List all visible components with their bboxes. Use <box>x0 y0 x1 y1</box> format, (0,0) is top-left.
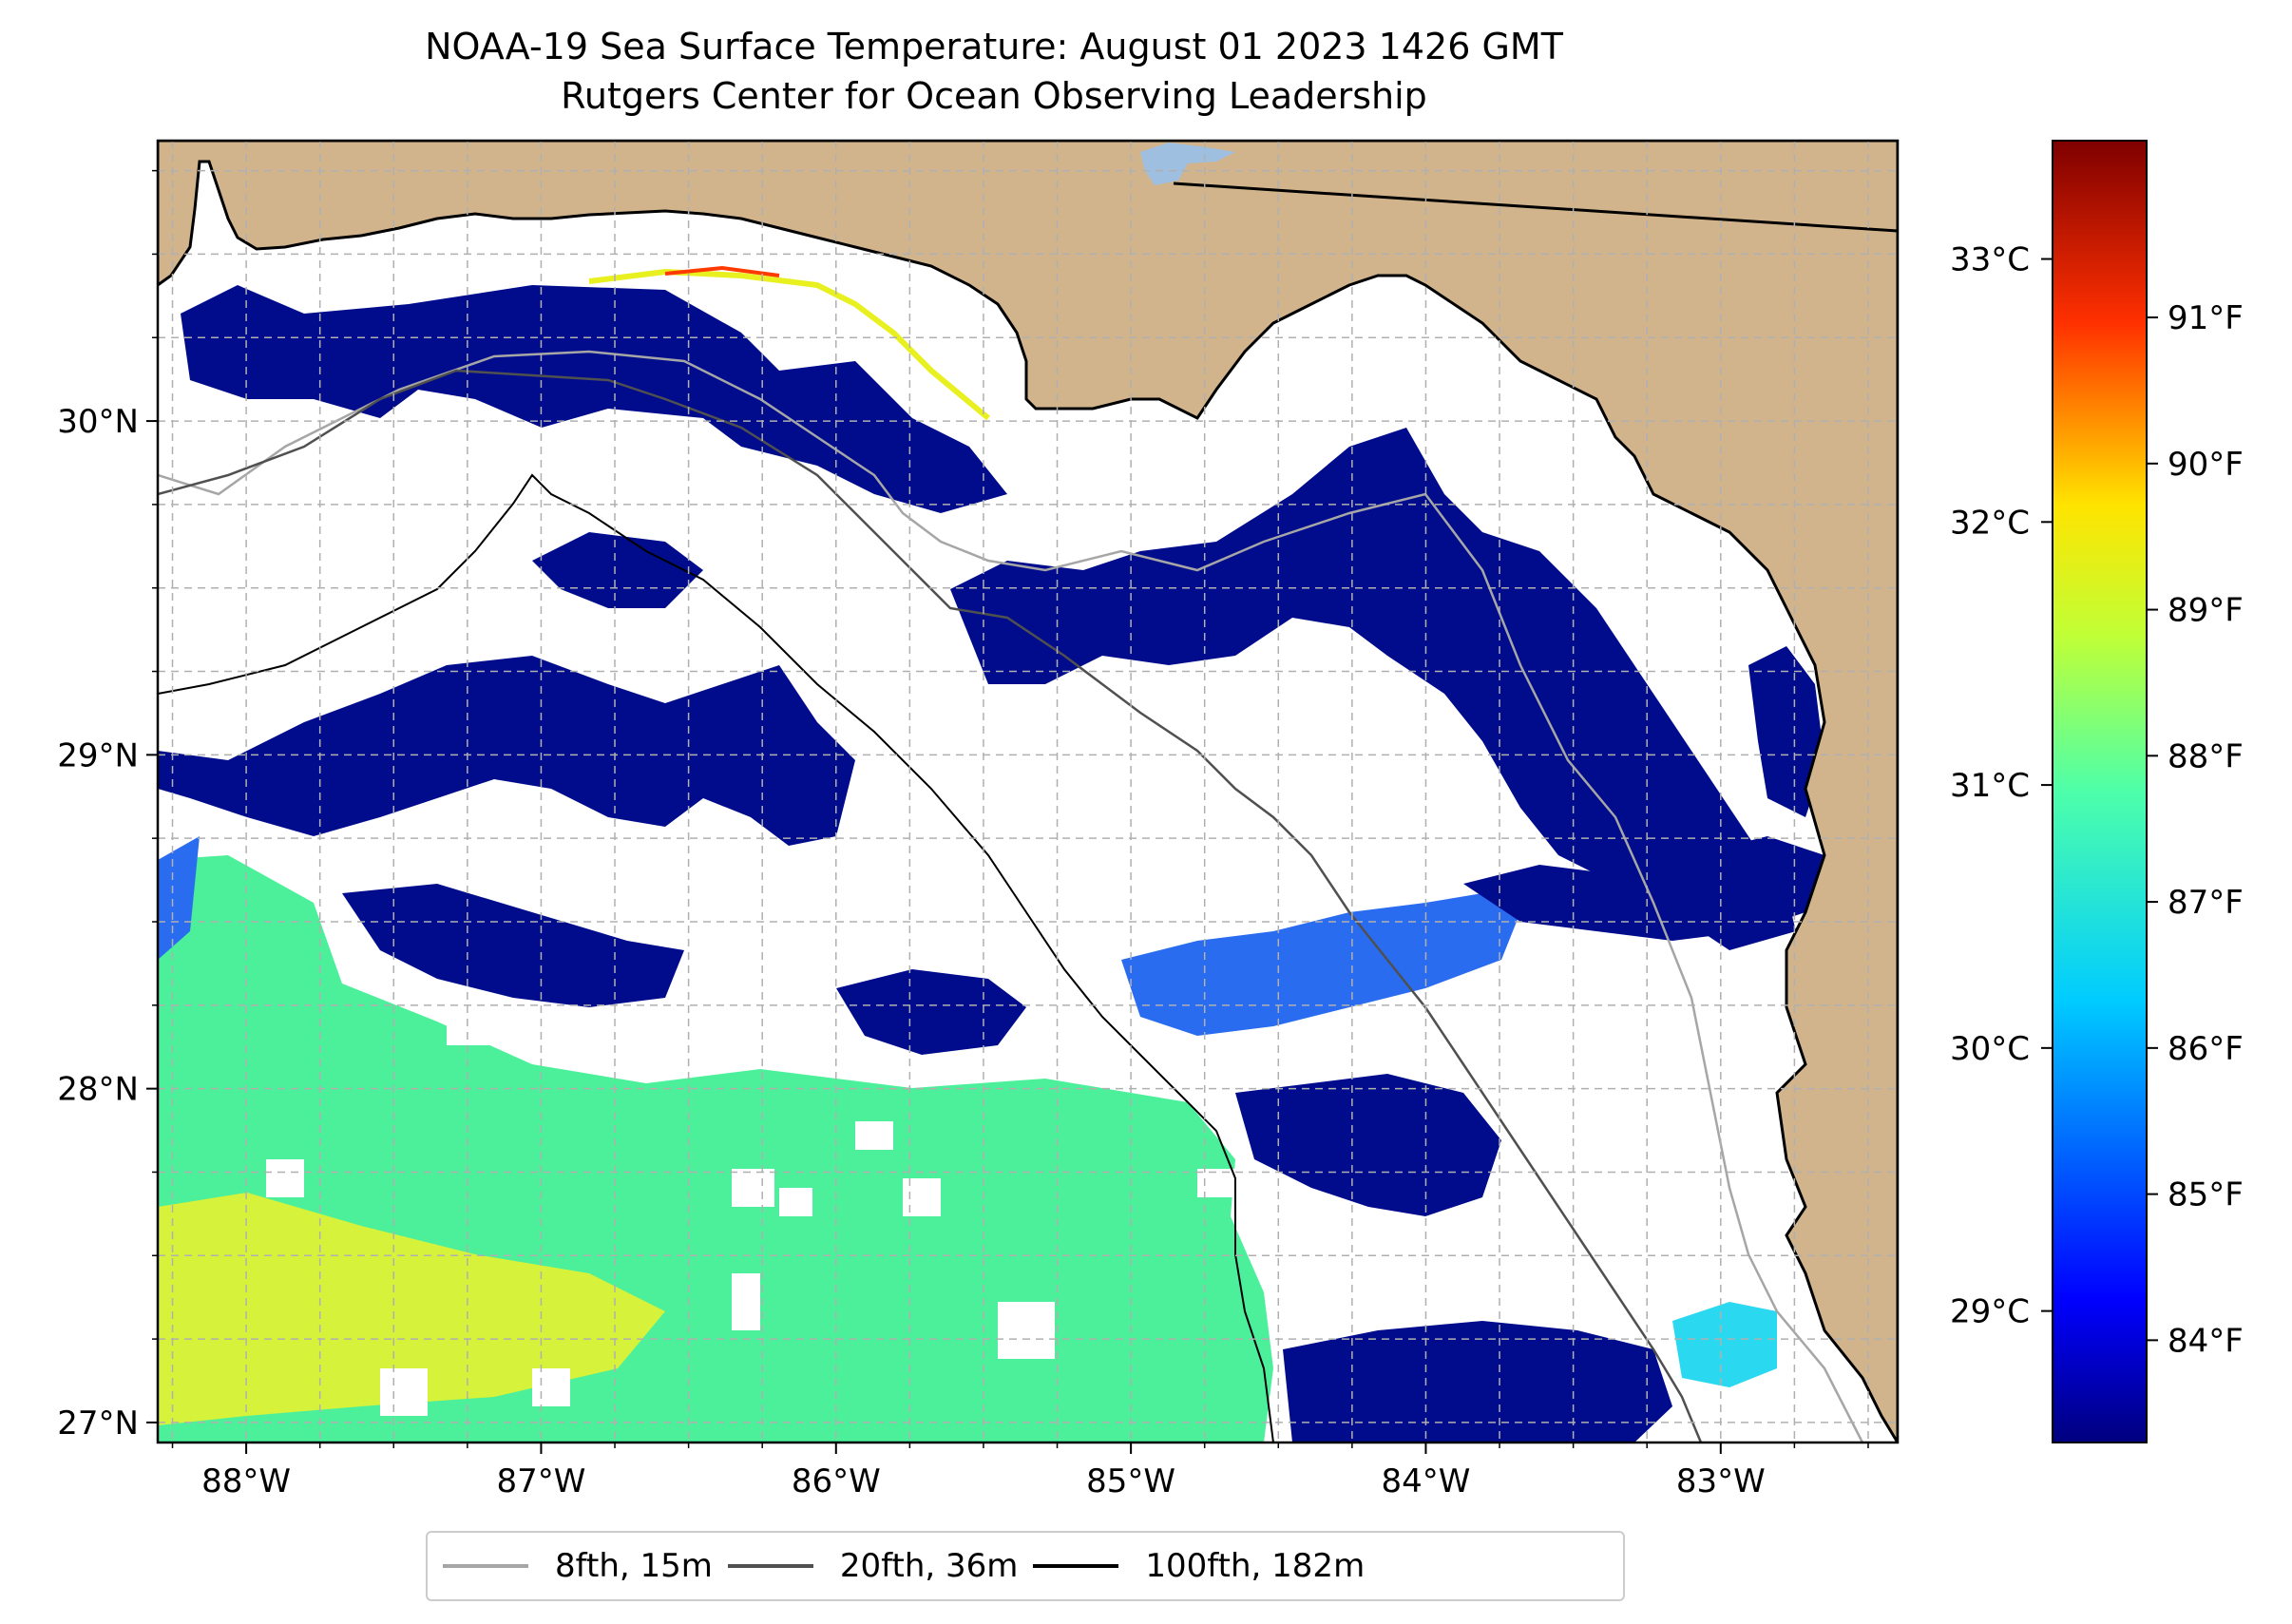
fahrenheit-tick-label: 88°F <box>2168 737 2244 775</box>
lat-tick-label: 28°N <box>57 1071 139 1109</box>
legend-swatch-20fth <box>727 1564 813 1568</box>
sst-patch-hot-southwest <box>158 1193 665 1425</box>
sst-patch-east-mid <box>1463 836 1824 941</box>
depth-legend: 8fth, 15m 20fth, 36m 100fth, 182m <box>426 1531 1625 1601</box>
map-title: NOAA-19 Sea Surface Temperature: August … <box>425 26 1563 67</box>
latitude-axis: 27°N 28°N 29°N 30°N <box>57 169 158 1442</box>
sst-patch-southeast <box>1235 1074 1501 1216</box>
map-subtitle: Rutgers Center for Ocean Observing Leade… <box>561 75 1427 117</box>
fahrenheit-tick-label: 84°F <box>2168 1322 2244 1360</box>
legend-swatch-8fth <box>443 1564 528 1568</box>
legend-item-8fth: 8fth, 15m <box>428 1547 713 1585</box>
colorbar <box>2052 140 2148 1443</box>
lat-tick-label: 27°N <box>57 1404 139 1442</box>
sst-patch-southeast-corner <box>1672 1302 1777 1387</box>
celsius-tick-label: 30°C <box>1950 1030 2030 1068</box>
lon-tick-label: 86°W <box>792 1462 881 1500</box>
sst-patch-center-band <box>342 884 684 1007</box>
lat-tick-label: 30°N <box>57 403 139 441</box>
fahrenheit-tick-label: 85°F <box>2168 1176 2244 1214</box>
celsius-tick-label: 31°C <box>1950 767 2030 805</box>
sst-patch-mid-west <box>158 656 855 846</box>
lat-tick-label: 29°N <box>57 736 139 774</box>
fahrenheit-tick-label: 87°F <box>2168 884 2244 922</box>
celsius-tick-label: 29°C <box>1950 1293 2030 1331</box>
contour-8fth <box>158 350 1864 1442</box>
gridlines <box>158 141 1898 1442</box>
legend-label: 20fth, 36m <box>839 1547 1019 1585</box>
legend-swatch-100fth <box>1033 1564 1119 1568</box>
sst-patch-west-edge <box>158 836 200 960</box>
map-panel <box>158 141 1898 1442</box>
colorbar-fahrenheit-axis: 84°F 85°F 86°F 87°F 88°F 89°F 90°F 91°F <box>2147 299 2244 1360</box>
legend-label: 100fth, 182m <box>1145 1547 1366 1585</box>
lon-tick-label: 83°W <box>1676 1462 1766 1500</box>
depth-contours <box>158 350 1864 1442</box>
legend-label: 8fth, 15m <box>555 1547 713 1585</box>
legend-item-100fth: 100fth, 182m <box>1018 1547 1365 1585</box>
legend-item-20fth: 20fth, 36m <box>713 1547 1019 1585</box>
coastal-hot-fringe <box>664 265 780 277</box>
fahrenheit-tick-label: 91°F <box>2168 299 2244 337</box>
sst-patch-center-east <box>1121 893 1520 1036</box>
celsius-tick-label: 33°C <box>1950 241 2030 279</box>
celsius-tick-label: 32°C <box>1950 504 2030 542</box>
longitude-axis: 88°W 87°W 86°W 85°W 84°W 83°W <box>171 1442 1869 1500</box>
lon-tick-label: 85°W <box>1086 1462 1175 1500</box>
contour-20fth <box>158 369 1703 1442</box>
lake <box>1140 143 1235 185</box>
contour-100fth <box>158 473 1274 1442</box>
map-frame <box>156 139 1900 1444</box>
fahrenheit-tick-label: 89°F <box>2168 592 2244 630</box>
sst-patch-small-2 <box>836 969 1026 1055</box>
fahrenheit-tick-label: 90°F <box>2168 446 2244 484</box>
lon-tick-label: 88°W <box>201 1462 291 1500</box>
sst-field <box>158 285 1824 1442</box>
lon-tick-label: 87°W <box>496 1462 585 1500</box>
colorbar-celsius-axis: 29°C 30°C 31°C 32°C 33°C <box>1950 241 2053 1331</box>
lon-tick-label: 84°W <box>1382 1462 1471 1500</box>
sst-patch-small-1 <box>532 532 703 608</box>
sst-patch-coastal-west <box>181 285 1007 513</box>
sst-patch-big-bend <box>950 428 1796 950</box>
sst-patch-east-coast <box>1748 646 1824 817</box>
land-north-coast <box>158 141 1898 1442</box>
fahrenheit-tick-label: 86°F <box>2168 1030 2244 1068</box>
sst-patch-south-east-bottom <box>1283 1321 1672 1442</box>
state-border <box>1173 182 1898 233</box>
